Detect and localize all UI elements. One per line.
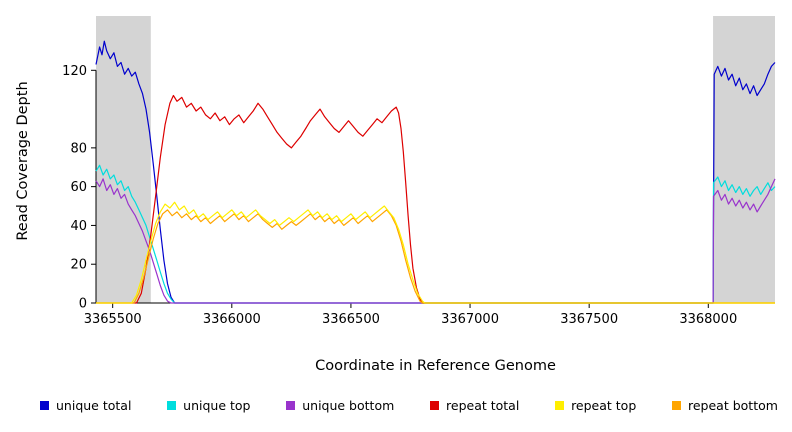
series-unique-bottom: [95, 178, 776, 304]
legend-swatch-icon: [672, 401, 681, 410]
y-tick-label: 40: [70, 219, 87, 234]
x-tick-label: 3367500: [560, 312, 618, 327]
masked-region: [713, 16, 775, 303]
x-tick-label: 3366500: [322, 312, 380, 327]
y-tick-label: 120: [62, 64, 87, 79]
legend-item-repeat-bottom: repeat bottom: [672, 398, 778, 413]
y-tick-label: 0: [79, 297, 87, 312]
legend-swatch-icon: [555, 401, 565, 410]
legend-item-unique-bottom: unique bottom: [286, 398, 394, 413]
legend-item-repeat-total: repeat total: [430, 398, 519, 413]
series-repeat-bottom: [96, 209, 775, 304]
legend-label: repeat bottom: [688, 398, 778, 413]
y-tick-label: 20: [70, 258, 87, 273]
series-unique-top: [95, 164, 776, 304]
x-tick-label: 3365500: [84, 312, 142, 327]
legend-label: unique total: [56, 398, 132, 413]
x-tick-label: 3368000: [679, 312, 737, 327]
y-tick-label: 80: [70, 141, 87, 156]
legend-item-unique-total: unique total: [40, 398, 131, 413]
legend-label: repeat total: [446, 398, 520, 413]
y-axis-title: Read Coverage Depth: [15, 81, 31, 241]
masked-region: [96, 16, 151, 303]
legend-swatch-icon: [40, 401, 49, 410]
legend-swatch-icon: [430, 401, 440, 410]
legend-label: unique bottom: [302, 398, 395, 413]
x-axis-title: Coordinate in Reference Genome: [315, 358, 556, 374]
legend: unique total unique top unique bottom repea…: [40, 398, 778, 413]
legend-swatch-icon: [167, 401, 177, 410]
x-tick-label: 3366000: [203, 312, 261, 327]
legend-label: repeat top: [571, 398, 637, 413]
legend-item-repeat-top: repeat top: [555, 398, 636, 413]
series-repeat-total: [96, 94, 775, 304]
legend-label: unique top: [183, 398, 251, 413]
series-repeat-top: [96, 201, 775, 304]
x-tick-label: 3367000: [441, 312, 499, 327]
y-tick-label: 60: [70, 180, 87, 195]
legend-item-unique-top: unique top: [167, 398, 250, 413]
legend-swatch-icon: [286, 401, 296, 410]
series-unique-total: [95, 40, 776, 304]
